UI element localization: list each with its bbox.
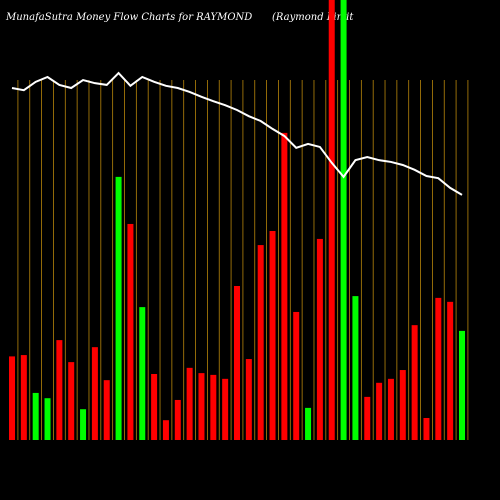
bar xyxy=(281,132,288,440)
bar xyxy=(364,396,371,440)
bar xyxy=(222,378,229,440)
bar xyxy=(269,231,276,440)
bar xyxy=(151,374,158,440)
bar xyxy=(352,296,359,440)
bar xyxy=(162,420,169,440)
bar xyxy=(103,380,110,440)
chart-title: MunafaSutra Money Flow Charts for RAYMON… xyxy=(5,12,252,23)
bar xyxy=(435,297,442,440)
bar xyxy=(399,370,406,440)
bar xyxy=(316,238,323,440)
bar xyxy=(32,392,39,440)
bar xyxy=(139,307,146,440)
bar xyxy=(174,399,181,440)
bar xyxy=(9,356,15,440)
bar xyxy=(115,176,122,440)
bar xyxy=(293,311,300,440)
bar xyxy=(234,286,240,440)
bar xyxy=(340,0,347,440)
bar xyxy=(447,301,454,440)
bar xyxy=(127,223,134,440)
bar xyxy=(44,398,51,440)
bar xyxy=(423,418,430,440)
bar xyxy=(387,378,394,440)
bar xyxy=(186,367,193,440)
bar xyxy=(68,362,75,440)
bar xyxy=(198,373,205,440)
bar xyxy=(20,355,27,440)
chart-subtitle: (Raymond Limit xyxy=(272,12,354,23)
bar xyxy=(328,0,335,440)
bar xyxy=(80,409,87,440)
bar xyxy=(411,325,418,440)
bar xyxy=(245,359,252,440)
bar xyxy=(257,245,264,440)
bar xyxy=(376,382,383,440)
bar xyxy=(459,330,465,440)
bar xyxy=(210,374,217,440)
bar xyxy=(305,407,312,440)
flow-line xyxy=(11,71,463,196)
bar xyxy=(56,340,63,440)
bar xyxy=(91,347,98,440)
